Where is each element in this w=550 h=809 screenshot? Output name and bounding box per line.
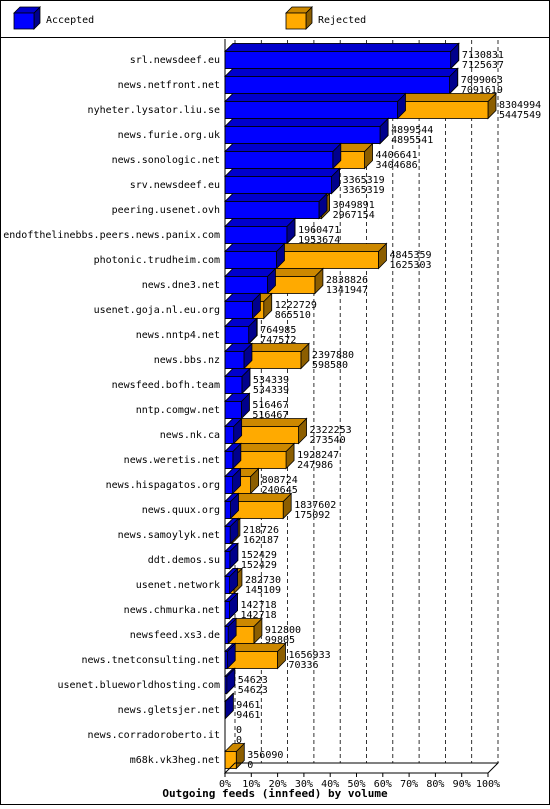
category-label: endofthelinebbs.peers.news.panix.com — [3, 230, 220, 241]
bar-accepted — [225, 69, 458, 94]
data-label-accepted: 7125637 — [462, 60, 504, 71]
data-label-accepted: 3404686 — [376, 160, 418, 171]
data-label-accepted: 162187 — [243, 535, 279, 546]
x-tick-label: 90% — [453, 779, 471, 790]
category-label: news.nntp4.net — [136, 330, 220, 341]
data-label-accepted: 0 — [236, 735, 242, 746]
category-label: news.corradoroberto.it — [88, 730, 220, 741]
data-label-accepted: 273540 — [310, 435, 346, 446]
bar-accepted — [225, 219, 295, 244]
data-label-accepted: 1625303 — [389, 260, 431, 271]
category-label: nntp.comgw.net — [136, 405, 220, 416]
data-label-accepted: 1341947 — [326, 285, 368, 296]
x-tick-label: 80% — [426, 779, 444, 790]
data-label-accepted: 865510 — [275, 310, 311, 321]
data-label-accepted: 5447549 — [499, 110, 541, 121]
data-label-accepted: 70336 — [288, 660, 318, 671]
category-label: news.gletsjer.net — [118, 705, 220, 716]
data-label-accepted: 534339 — [253, 385, 289, 396]
category-label: srl.newsdeef.eu — [130, 55, 220, 66]
category-label: peering.usenet.ovh — [112, 205, 220, 216]
category-label: usenet.blueworldhosting.com — [57, 680, 220, 691]
data-label-accepted: 1953674 — [298, 235, 340, 246]
legend-label-accepted: Accepted — [46, 15, 94, 26]
data-label-accepted: 4895541 — [391, 135, 433, 146]
data-label-accepted: 9461 — [236, 710, 260, 721]
category-label: news.netfront.net — [118, 80, 220, 91]
bar-accepted — [225, 144, 341, 169]
bar-accepted — [225, 344, 252, 369]
category-label: news.samoylyk.net — [118, 530, 220, 541]
data-label-accepted: 142718 — [241, 610, 277, 621]
data-label-accepted: 152429 — [241, 560, 277, 571]
category-label: news.tnetconsulting.net — [82, 655, 220, 666]
chart-title: Outgoing feeds (innfeed) by volume — [162, 787, 388, 800]
category-label: photonic.trudheim.com — [94, 255, 220, 266]
category-label: news.quux.org — [142, 505, 220, 516]
data-label-accepted: 54623 — [238, 685, 268, 696]
x-tick-label: 70% — [400, 779, 418, 790]
category-label: m68k.vk3heg.net — [130, 755, 220, 766]
data-label-accepted: 3365319 — [343, 185, 385, 196]
bar-accepted — [225, 244, 284, 269]
bar-accepted — [225, 294, 260, 319]
category-label: news.dne3.net — [142, 280, 220, 291]
category-label: usenet.goja.nl.eu.org — [94, 305, 220, 316]
legend-label-rejected: Rejected — [318, 15, 366, 26]
x-tick-label: 100% — [476, 779, 500, 790]
bar-accepted — [225, 119, 388, 144]
data-label-accepted: 145109 — [245, 585, 281, 596]
bar-accepted — [225, 369, 250, 394]
category-label: newsfeed.xs3.de — [130, 630, 220, 641]
category-label: news.sonologic.net — [112, 155, 220, 166]
data-label-accepted: 516467 — [252, 410, 288, 421]
category-label: ddt.demos.su — [148, 555, 220, 566]
category-label: newsfeed.bofh.team — [112, 380, 220, 391]
data-label-accepted: 0 — [247, 760, 253, 771]
data-label-accepted: 7091619 — [461, 85, 503, 96]
data-label-accepted: 175092 — [294, 510, 330, 521]
bar-accepted — [225, 44, 459, 69]
category-label: news.weretis.net — [124, 455, 220, 466]
category-label: news.chmurka.net — [124, 605, 220, 616]
legend-swatch-accepted — [14, 7, 40, 29]
data-label-accepted: 2967154 — [333, 210, 375, 221]
category-label: news.hispagatos.org — [106, 480, 220, 491]
bar-accepted — [225, 94, 406, 119]
bar-accepted — [225, 169, 340, 194]
data-label-accepted: 247986 — [297, 460, 333, 471]
bar-accepted — [225, 269, 275, 294]
data-label-accepted: 747572 — [260, 335, 296, 346]
bar-accepted — [225, 319, 257, 344]
data-label-accepted: 99805 — [265, 635, 295, 646]
legend-swatch-rejected — [286, 7, 312, 29]
category-label: usenet.network — [136, 580, 220, 591]
data-label-accepted: 240645 — [262, 485, 298, 496]
data-label-accepted: 598580 — [312, 360, 348, 371]
bar-accepted — [225, 194, 327, 219]
category-label: nyheter.lysator.liu.se — [88, 105, 220, 116]
category-label: news.furie.org.uk — [118, 130, 220, 141]
category-label: news.bbs.nz — [154, 355, 220, 366]
category-label: news.nk.ca — [160, 430, 220, 441]
category-label: srv.newsdeef.eu — [130, 180, 220, 191]
